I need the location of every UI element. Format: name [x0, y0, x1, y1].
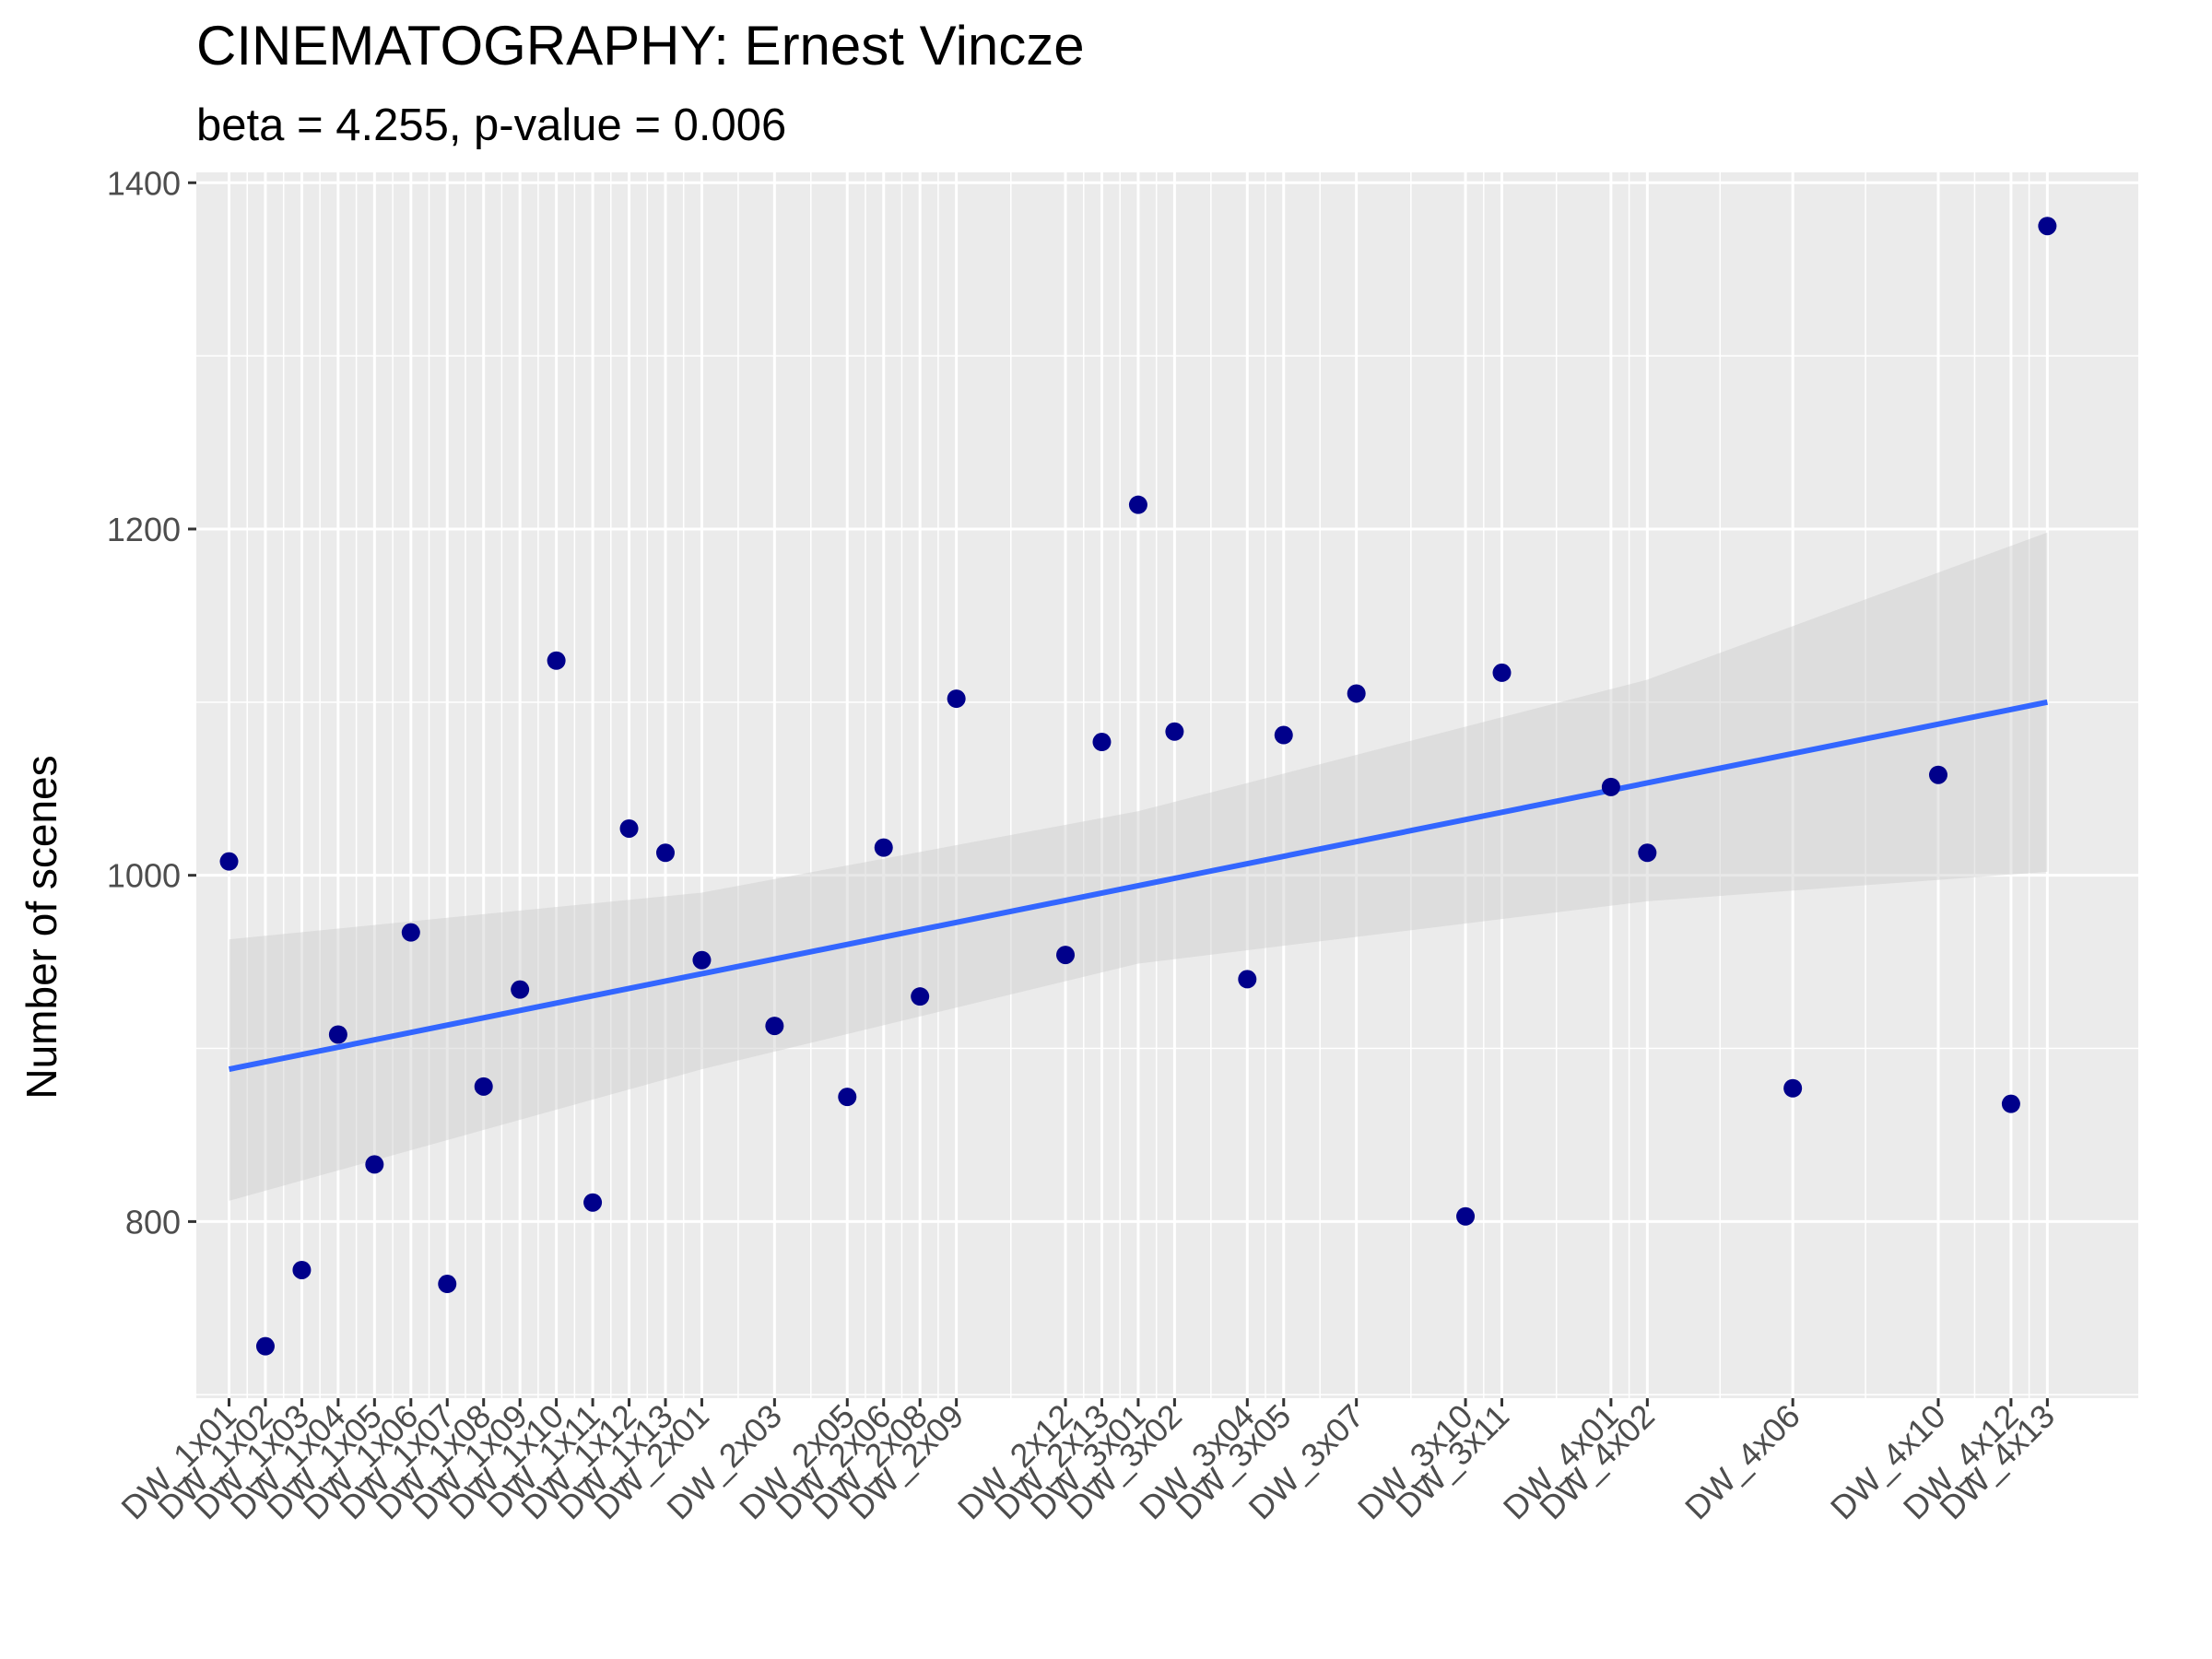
regression-line	[228, 699, 2048, 1073]
data-point	[1928, 765, 1947, 784]
data-point	[292, 1260, 312, 1279]
confidence-band	[229, 532, 2048, 1201]
data-point	[619, 818, 639, 838]
data-point	[1274, 725, 1293, 745]
data-point	[655, 843, 675, 863]
data-point	[474, 1077, 493, 1096]
data-point	[2001, 1094, 2020, 1113]
data-point	[911, 987, 930, 1006]
data-point	[1456, 1206, 1476, 1226]
data-point	[838, 1088, 857, 1107]
data-point	[1783, 1078, 1803, 1098]
data-point	[692, 950, 712, 970]
data-point	[765, 1017, 784, 1036]
data-point	[1165, 722, 1184, 741]
fit-line-layer	[228, 699, 2048, 1073]
data-point	[438, 1275, 457, 1294]
data-point	[947, 689, 966, 709]
data-point	[365, 1155, 384, 1174]
data-point	[219, 852, 239, 871]
data-point	[2038, 217, 2057, 236]
y-tick-label: 800	[125, 1203, 181, 1241]
data-point	[1128, 495, 1147, 514]
chart-subtitle: beta = 4.255, p-value = 0.006	[196, 100, 786, 150]
chart-title: CINEMATOGRAPHY: Ernest Vincze	[196, 15, 1085, 76]
data-points	[219, 217, 2057, 1356]
data-point	[1347, 684, 1366, 703]
y-tick-label: 1000	[107, 857, 181, 895]
data-point	[1056, 946, 1076, 965]
data-point	[1092, 733, 1112, 752]
x-tick-label: DW_4x06	[1677, 1397, 1807, 1527]
data-point	[1638, 843, 1657, 863]
data-point	[583, 1193, 603, 1212]
data-point	[328, 1025, 347, 1044]
grid-lines	[196, 172, 2138, 1398]
data-point	[511, 980, 530, 999]
confidence-band-layer	[229, 532, 2048, 1201]
data-point	[1601, 777, 1620, 796]
data-point	[1238, 970, 1257, 989]
y-axis-label: Number of scenes	[18, 755, 65, 1099]
data-point	[255, 1336, 275, 1356]
data-point	[401, 923, 420, 942]
data-point	[547, 651, 566, 670]
data-point	[1492, 663, 1512, 682]
data-point	[874, 838, 893, 857]
y-tick-label: 1200	[107, 511, 181, 548]
y-tick-label: 1400	[107, 164, 181, 202]
